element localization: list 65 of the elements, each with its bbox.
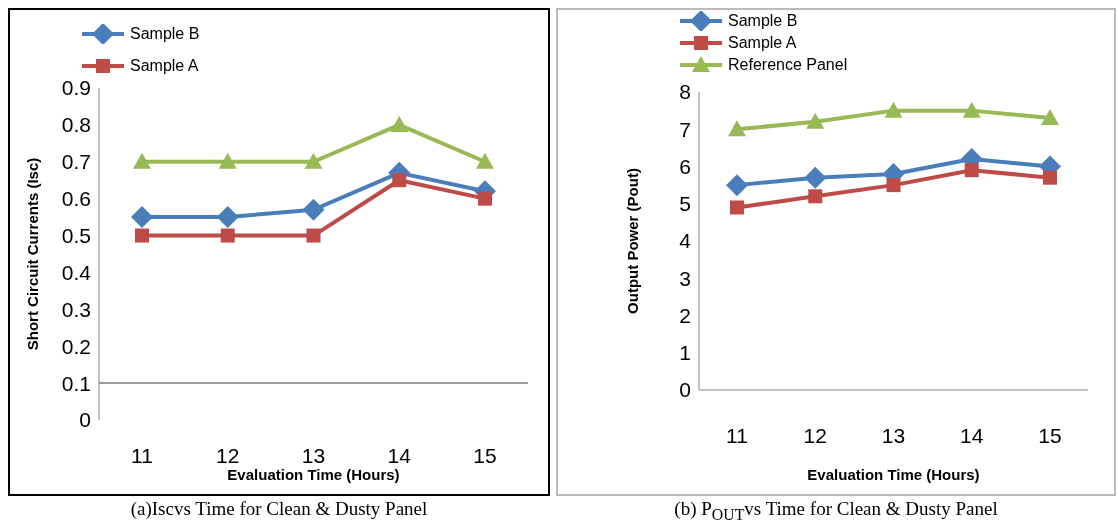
y-axis-title: Output Power (Pout) [624, 168, 642, 314]
point [808, 189, 823, 204]
point [884, 101, 903, 118]
point [1043, 170, 1057, 185]
text: (a)Iscvs Time for Clean & Dusty Panel [129, 498, 429, 520]
point [1041, 109, 1059, 126]
legend-label: Sample B [728, 12, 798, 30]
y-tick-label: 0 [679, 378, 691, 402]
y-tick-label: 7 [679, 117, 691, 141]
point [218, 152, 237, 169]
x-tick-label: 11 [131, 443, 153, 467]
y-tick-label: 6 [679, 154, 691, 178]
legend-label: Sample A [130, 57, 199, 75]
y-tick-label: 0.1 [61, 371, 91, 395]
x-tick-label: 13 [881, 423, 906, 447]
legend-label: Sample B [130, 25, 200, 43]
point [804, 166, 827, 189]
y-tick-label: 0 [79, 408, 91, 432]
point [216, 206, 239, 229]
x-axis-title: Evaluation Time (Hours) [807, 466, 980, 483]
point [726, 174, 748, 197]
point [304, 152, 323, 169]
x-tick-label: 12 [216, 443, 240, 467]
point [135, 228, 149, 243]
point [886, 178, 901, 193]
point [962, 101, 981, 118]
point [131, 206, 153, 229]
y-tick-label: 3 [679, 266, 691, 290]
point [728, 120, 746, 137]
y-tick-label: 0.6 [61, 187, 91, 211]
y-tick-label: 0.2 [61, 334, 91, 358]
x-tick-label: 13 [301, 443, 326, 467]
x-tick-label: 15 [473, 443, 497, 467]
x-tick-label: 14 [960, 423, 984, 447]
y-tick-label: 5 [679, 192, 691, 216]
y-tick-label: 0.7 [61, 150, 91, 174]
x-tick-label: 15 [1038, 423, 1062, 447]
x-tick-label: 12 [803, 423, 827, 447]
x-tick-label: 11 [726, 423, 748, 447]
y-tick-label: 0.3 [61, 297, 91, 321]
y-tick-label: 1 [679, 341, 691, 365]
point [806, 112, 825, 129]
legend-label: Reference Panel [728, 56, 848, 74]
point [392, 173, 407, 188]
point [964, 163, 979, 178]
point [306, 228, 321, 243]
y-tick-label: 0.8 [61, 113, 91, 137]
y-tick-label: 8 [679, 80, 691, 104]
point [730, 200, 744, 215]
point [302, 198, 325, 221]
y-tick-label: 2 [679, 303, 691, 327]
y-axis-title: Short Circuit Currents (Isc) [24, 157, 42, 351]
point [390, 115, 409, 132]
y-tick-label: 0.5 [61, 224, 91, 248]
y-tick-label: 0.9 [61, 76, 91, 100]
point [133, 152, 151, 169]
text: (b) P$_{OUT}$vs Time for Clean & Dusty Panel [673, 498, 999, 524]
x-tick-label: 14 [387, 443, 412, 467]
legend-label: Sample A [728, 34, 797, 52]
x-axis-title: Evaluation Time (Hours) [227, 466, 400, 483]
point [476, 152, 494, 169]
y-tick-label: 4 [679, 229, 692, 253]
point [220, 228, 235, 243]
y-tick-label: 0.4 [61, 260, 92, 284]
point [478, 191, 492, 206]
